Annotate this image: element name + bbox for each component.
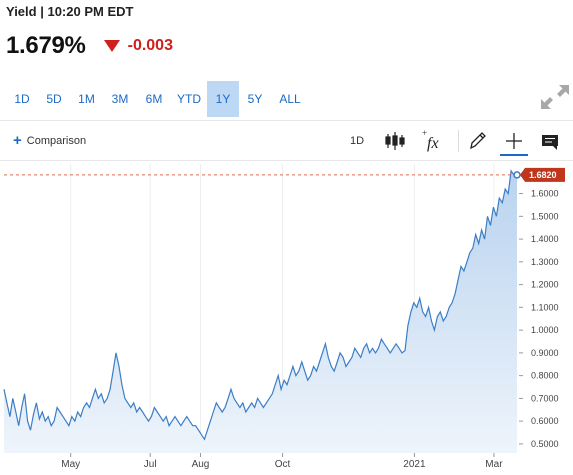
y-tick-label: 0.7000 [531,393,559,403]
range-button-1m[interactable]: 1M [78,92,95,106]
chart-top-divider [0,160,573,161]
x-tick-label: Mar [485,459,503,470]
toolbar-tool-divider [458,130,459,152]
yield-area [4,170,517,454]
draw-pencil-icon[interactable] [467,128,489,154]
down-arrow-icon [103,40,120,52]
last-value-tag: 1.6820 [513,167,565,182]
annotation-icon[interactable] [540,128,560,154]
candlestick-icon[interactable] [383,128,407,154]
y-tick-label: 1.4000 [531,234,559,244]
range-button-1d[interactable]: 1D [14,92,30,106]
last-point-marker [513,171,521,179]
x-tick-label: May [61,459,80,470]
y-tick-label: 0.8000 [531,371,559,381]
y-tick-label: 1.3000 [531,257,559,267]
y-tick-label: 1.2000 [531,280,559,290]
crosshair-icon[interactable] [501,128,527,154]
range-button-ytd[interactable]: YTD [177,92,201,106]
y-tick-label: 0.6000 [531,416,559,426]
function-icon[interactable]: + fx [420,128,444,154]
y-tick-label: 1.0000 [531,325,559,335]
x-tick-label: Jul [144,459,157,470]
toolbar-divider [0,120,573,121]
header-separator: | [36,4,48,19]
range-button-3m[interactable]: 3M [111,92,129,106]
y-axis: 1.6000 1.5000 1.4000 1.3000 1.2000 1.1000 1.00… [519,189,559,449]
range-button-5y[interactable]: 5Y [247,92,263,106]
range-button-all[interactable]: ALL [279,92,301,106]
x-axis: May Jul Aug Oct 2021 Mar [61,453,503,470]
y-tick-label: 1.5000 [531,211,559,221]
x-tick-label: Aug [192,459,210,470]
range-selector: 1D 5D 1M 3M 6M YTD 1Y 5Y ALL [6,81,309,117]
y-tick-label: 0.9000 [531,348,559,358]
quote-time: 10:20 PM EDT [47,4,134,19]
quote-row: 1.679% -0.003 [6,32,173,60]
last-value-badge [520,167,565,182]
plus-icon: + [13,132,22,149]
svg-text:fx: fx [427,135,439,152]
range-button-6m[interactable]: 6M [145,92,163,106]
yield-line [3,169,518,441]
svg-text:+: + [422,128,427,138]
active-tool-indicator [500,154,528,156]
interval-button[interactable]: 1D [349,135,365,147]
expand-icon[interactable] [539,83,571,111]
y-tick-label: 0.5000 [531,439,559,449]
x-tick-label: 2021 [403,459,426,470]
yield-header: Yield | 10:20 PM EDT [6,4,133,19]
y-tick-label: 1.1000 [531,302,559,312]
range-button-5d[interactable]: 5D [46,92,62,106]
x-tick-label: Oct [275,459,291,470]
y-tick-label: 1.6000 [531,189,559,199]
comparison-label: Comparison [26,134,87,147]
yield-chart[interactable]: 1.6000 1.5000 1.4000 1.3000 1.2000 1.1000 1.00… [0,160,573,475]
comparison-button[interactable]: + Comparison [13,133,86,148]
yield-label: Yield [6,4,37,19]
price-change: -0.003 [127,37,173,54]
last-value-label: 1.6820 [529,170,557,180]
price-value: 1.679% [6,32,86,59]
range-button-1y[interactable]: 1Y [207,81,239,117]
